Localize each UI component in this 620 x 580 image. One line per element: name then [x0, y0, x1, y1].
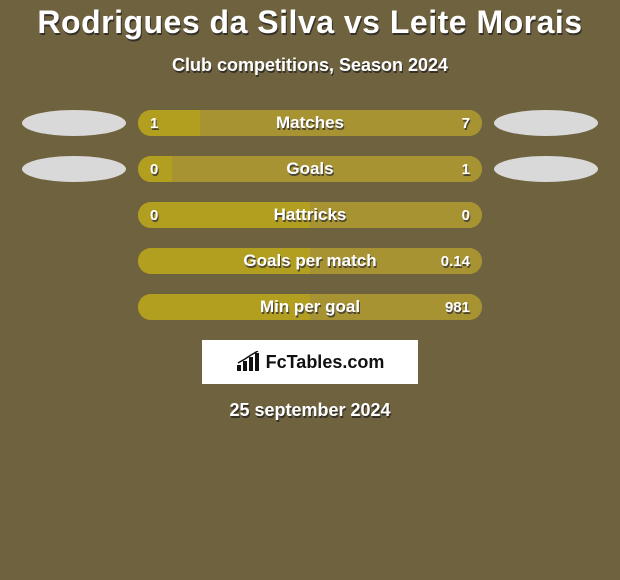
page-title: Rodrigues da Silva vs Leite Morais	[0, 4, 620, 41]
metric-row: Matches17	[0, 110, 620, 136]
value-left: 0	[150, 156, 158, 182]
root: Rodrigues da Silva vs Leite Morais Club …	[0, 0, 620, 580]
player-right-marker	[494, 156, 598, 182]
bar-left-fill	[138, 110, 200, 136]
metric-bar: Min per goal981	[138, 294, 482, 320]
metric-bar: Goals per match0.14	[138, 248, 482, 274]
metric-bar: Hattricks00	[138, 202, 482, 228]
metric-row: Hattricks00	[0, 202, 620, 228]
value-right: 1	[462, 156, 470, 182]
metric-row: Goals per match0.14	[0, 248, 620, 274]
bar-left-fill	[138, 202, 310, 228]
spacer	[22, 248, 126, 274]
date-text: 25 september 2024	[0, 400, 620, 421]
player-left-marker	[22, 110, 126, 136]
bar-right-fill	[310, 202, 482, 228]
metric-row: Goals01	[0, 156, 620, 182]
spacer	[494, 202, 598, 228]
metric-bar: Goals01	[138, 156, 482, 182]
bar-left-fill	[138, 294, 310, 320]
player-right-marker	[494, 110, 598, 136]
bar-left-fill	[138, 248, 310, 274]
spacer	[22, 202, 126, 228]
value-right: 0.14	[441, 248, 470, 274]
spacer	[494, 248, 598, 274]
player-left-marker	[22, 156, 126, 182]
metric-row: Min per goal981	[0, 294, 620, 320]
bar-right-fill	[200, 110, 482, 136]
bar-chart-icon	[236, 351, 260, 373]
comparison-chart: Matches17Goals01Hattricks00Goals per mat…	[0, 110, 620, 320]
value-right: 0	[462, 202, 470, 228]
logo-text: FcTables.com	[266, 352, 385, 373]
value-right: 7	[462, 110, 470, 136]
spacer	[22, 294, 126, 320]
site-logo: FcTables.com	[202, 340, 418, 384]
value-left: 1	[150, 110, 158, 136]
metric-bar: Matches17	[138, 110, 482, 136]
subtitle: Club competitions, Season 2024	[0, 55, 620, 76]
value-right: 981	[445, 294, 470, 320]
bar-right-fill	[172, 156, 482, 182]
spacer	[494, 294, 598, 320]
value-left: 0	[150, 202, 158, 228]
